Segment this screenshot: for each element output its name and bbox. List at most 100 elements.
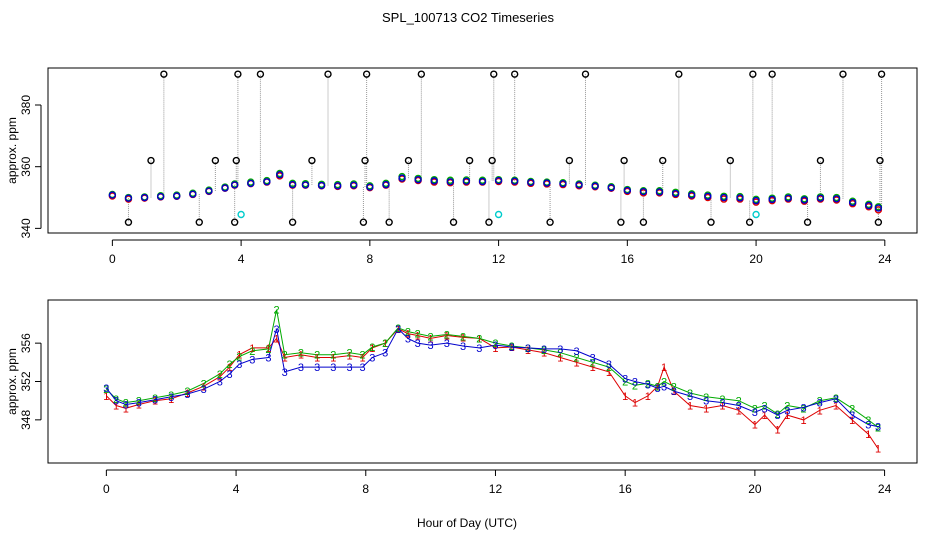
series-point-1: 1 xyxy=(249,343,255,355)
x-tick-label: 20 xyxy=(748,482,762,496)
top-point-black xyxy=(385,218,393,226)
series-point-2: 2 xyxy=(875,423,881,435)
series-point-1: 1 xyxy=(817,405,823,417)
top-point-black xyxy=(160,70,168,78)
x-tick-label: 0 xyxy=(109,252,116,266)
series-point-2: 2 xyxy=(274,305,280,317)
top-point-cyan xyxy=(494,210,503,219)
top-point-black xyxy=(565,156,574,165)
series-point-1: 1 xyxy=(671,386,677,398)
x-tick-label: 0 xyxy=(103,482,110,496)
series-point-1: 1 xyxy=(444,330,450,342)
top-point-black xyxy=(546,218,554,226)
top-point-black xyxy=(675,70,683,78)
series-point-1: 1 xyxy=(346,351,352,363)
top-point-blue xyxy=(430,177,438,185)
series-point-2: 2 xyxy=(359,350,365,362)
series-point-3: 3 xyxy=(168,392,174,404)
x-tick-label: 12 xyxy=(492,252,506,266)
top-point-blue xyxy=(205,187,213,195)
series-point-1: 1 xyxy=(509,342,515,354)
series-point-3: 3 xyxy=(152,395,158,407)
series-point-3: 3 xyxy=(775,410,781,422)
top-point-blue xyxy=(108,191,117,199)
series-point-2: 2 xyxy=(509,341,515,353)
y-tick-label: 356 xyxy=(19,333,33,353)
top-point-black xyxy=(768,70,776,78)
series-point-3: 3 xyxy=(249,354,255,366)
series-point-2: 2 xyxy=(428,331,434,343)
series-point-2: 2 xyxy=(346,348,352,360)
series-point-2: 2 xyxy=(298,348,304,360)
series-point-2: 2 xyxy=(249,346,255,358)
series-point-3: 3 xyxy=(382,348,388,360)
series-point-1: 1 xyxy=(762,410,768,422)
top-point-blue xyxy=(720,193,728,202)
series-point-1: 1 xyxy=(298,350,304,362)
series-point-1: 1 xyxy=(557,353,563,365)
top-point-black xyxy=(359,218,368,226)
series-point-3: 3 xyxy=(875,422,881,434)
series-point-1: 1 xyxy=(784,410,790,422)
top-data-points xyxy=(108,70,886,226)
series-point-3: 3 xyxy=(428,340,434,352)
series-point-2: 2 xyxy=(817,396,823,408)
top-point-blue xyxy=(736,194,744,202)
bottom-plot-frame xyxy=(47,299,918,464)
top-point-blue xyxy=(156,192,165,201)
top-point-black xyxy=(726,156,735,165)
series-point-3: 3 xyxy=(661,381,667,393)
series-point-3: 3 xyxy=(800,402,806,414)
series-point-2: 2 xyxy=(833,393,839,405)
series-point-3: 3 xyxy=(736,400,742,412)
y-tick-label: 380 xyxy=(19,95,33,115)
top-point-black xyxy=(803,218,812,226)
series-point-1: 1 xyxy=(236,350,242,362)
top-point-blue xyxy=(543,179,551,187)
series-point-2: 2 xyxy=(632,380,638,392)
top-point-blue xyxy=(333,182,342,190)
series-point-2: 2 xyxy=(168,390,174,402)
series-point-3: 3 xyxy=(314,362,320,374)
series-point-2: 2 xyxy=(236,352,242,364)
series-point-2: 2 xyxy=(784,400,790,412)
top-point-black xyxy=(581,70,590,78)
x-tick-label: 4 xyxy=(238,252,245,266)
series-point-1: 1 xyxy=(369,343,375,355)
top-point-black xyxy=(147,156,155,165)
series-point-2: 2 xyxy=(525,343,531,355)
series-point-3: 3 xyxy=(645,379,651,391)
series-point-3: 3 xyxy=(509,342,515,354)
top-point-blue xyxy=(301,181,310,189)
top-point-black xyxy=(488,156,496,165)
series-point-1: 1 xyxy=(655,381,661,393)
series-point-3: 3 xyxy=(236,359,242,371)
series-point-3: 3 xyxy=(405,333,411,345)
series-point-1: 1 xyxy=(800,415,806,427)
series-point-3: 3 xyxy=(444,338,450,350)
series-point-3: 3 xyxy=(784,405,790,417)
top-point-blue xyxy=(247,179,255,188)
series-point-3: 3 xyxy=(346,362,352,374)
series-point-1: 1 xyxy=(775,424,781,436)
top-point-black xyxy=(876,156,884,165)
top-point-black xyxy=(308,156,316,165)
top-point-black xyxy=(256,70,265,78)
series-point-1: 1 xyxy=(282,353,288,365)
top-point-cyan xyxy=(237,210,245,219)
top-point-blue xyxy=(752,196,760,205)
top-point-blue xyxy=(874,204,883,212)
top-point-blue xyxy=(655,188,664,196)
series-point-2: 2 xyxy=(762,400,768,412)
top-point-black xyxy=(659,156,667,165)
top-point-black xyxy=(361,156,369,165)
top-point-blue xyxy=(704,192,712,200)
series-point-1: 1 xyxy=(359,353,365,365)
x-tick-label: 12 xyxy=(489,482,503,496)
series-point-3: 3 xyxy=(622,374,628,386)
series-point-1: 1 xyxy=(661,362,667,374)
top-point-blue xyxy=(221,184,229,192)
top-point-blue xyxy=(591,182,599,190)
top-point-blue xyxy=(140,193,149,202)
